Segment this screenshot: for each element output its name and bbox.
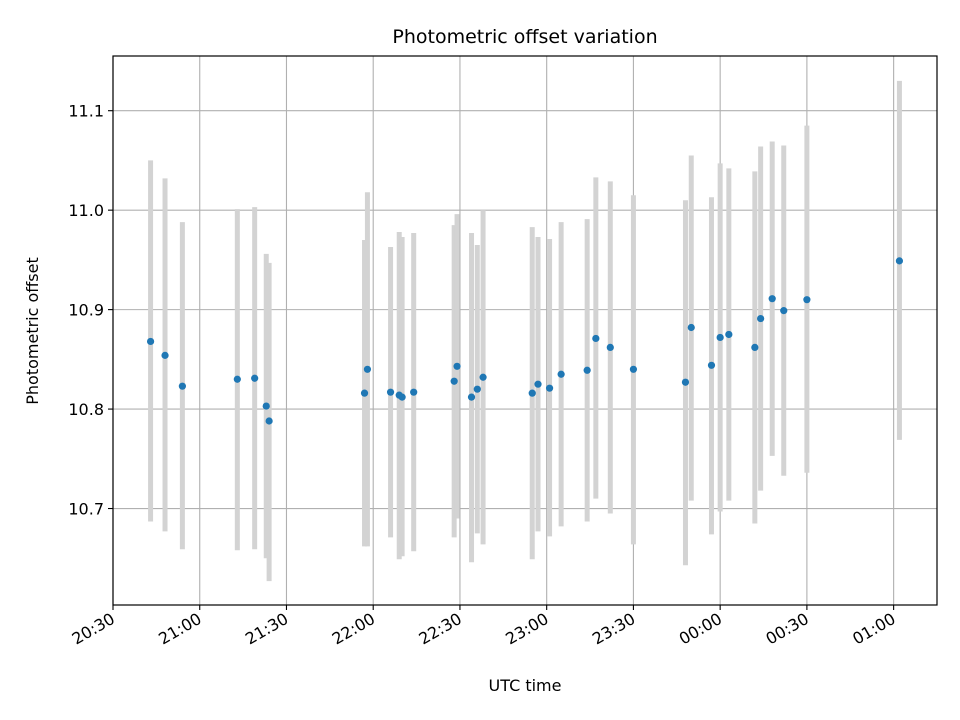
data-point	[606, 343, 614, 352]
data-point	[687, 323, 695, 332]
data-point	[398, 393, 406, 401]
y-tick-label: 11.0	[68, 201, 104, 220]
data-point	[528, 389, 536, 397]
data-point	[681, 378, 690, 386]
data-point	[583, 366, 591, 374]
y-tick-label: 10.7	[68, 500, 104, 519]
data-point	[386, 388, 395, 396]
data-point	[545, 384, 554, 392]
data-point	[557, 370, 565, 378]
data-point	[363, 365, 372, 373]
plot-frame	[112, 55, 938, 606]
data-point	[707, 361, 716, 369]
y-tick-label: 11.1	[68, 102, 104, 121]
data-point	[757, 314, 765, 323]
grid	[112, 56, 937, 605]
data-point	[768, 295, 776, 303]
data-point	[473, 385, 481, 393]
data-point	[467, 393, 476, 401]
data-point	[450, 377, 458, 385]
data-points	[146, 257, 904, 425]
data-point	[751, 343, 759, 352]
data-point	[895, 257, 904, 265]
y-tick-label: 10.8	[68, 400, 104, 419]
data-point	[453, 362, 461, 370]
data-point	[262, 402, 270, 410]
x-axis-label: UTC time	[489, 676, 562, 695]
data-point	[233, 375, 241, 383]
chart-title: Photometric offset variation	[392, 26, 657, 48]
data-point	[803, 296, 811, 304]
data-point	[780, 307, 788, 315]
data-point	[410, 388, 418, 396]
data-point	[479, 373, 487, 381]
data-point	[360, 389, 369, 397]
data-point	[146, 337, 155, 346]
data-point	[265, 417, 273, 425]
data-point	[629, 365, 638, 373]
data-point	[592, 334, 600, 343]
data-point	[161, 351, 169, 359]
data-point	[178, 382, 186, 390]
y-axis-label: Photometric offset	[23, 257, 42, 405]
data-point	[251, 374, 259, 382]
data-point	[725, 330, 733, 339]
y-tick-label: 10.9	[68, 301, 104, 320]
data-point	[534, 380, 542, 388]
data-point	[716, 333, 724, 342]
